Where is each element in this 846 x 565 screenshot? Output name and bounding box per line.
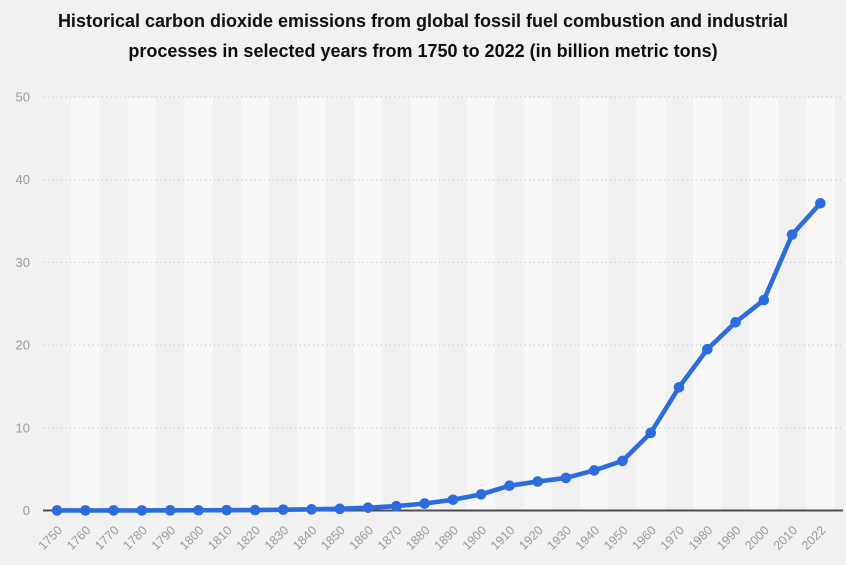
data-point[interactable] — [136, 505, 148, 516]
y-tick-label: 50 — [16, 90, 30, 105]
data-point[interactable] — [673, 381, 685, 393]
alt-band — [410, 97, 439, 510]
alt-band — [523, 97, 552, 510]
data-point[interactable] — [815, 197, 826, 209]
x-tick-label: 1760 — [64, 523, 94, 553]
x-tick-label: 2022 — [799, 523, 829, 553]
data-point[interactable] — [504, 480, 515, 491]
data-point[interactable] — [362, 502, 374, 513]
data-point[interactable] — [617, 455, 628, 467]
x-tick-label: 1840 — [290, 523, 320, 553]
data-point[interactable] — [786, 229, 798, 240]
y-tick-label: 30 — [16, 255, 30, 270]
data-point[interactable] — [193, 504, 204, 516]
x-tick-label: 1870 — [375, 523, 405, 553]
data-point[interactable] — [249, 504, 261, 516]
x-tick-label: 1940 — [573, 523, 603, 553]
chart-title-line2: processes in selected years from 1750 to… — [128, 41, 718, 61]
alt-band — [806, 97, 835, 510]
data-point[interactable] — [164, 505, 176, 516]
alt-band — [467, 97, 496, 510]
data-point[interactable] — [702, 343, 713, 355]
data-point[interactable] — [447, 494, 459, 506]
data-point[interactable] — [334, 503, 346, 515]
x-tick-label: 1830 — [262, 523, 292, 553]
x-tick-label: 1880 — [403, 523, 433, 553]
x-tick-label: 1970 — [658, 523, 688, 553]
x-tick-label: 1900 — [460, 523, 490, 553]
y-tick-label: 40 — [16, 172, 30, 187]
data-point[interactable] — [391, 500, 402, 512]
alt-band — [240, 97, 270, 510]
data-point[interactable] — [419, 498, 430, 509]
emissions-line — [54, 200, 823, 513]
data-point[interactable] — [730, 316, 741, 328]
alt-band — [184, 97, 213, 510]
data-point[interactable] — [51, 505, 63, 516]
x-tick-label: 1960 — [629, 523, 659, 553]
y-tick-label: 0 — [23, 503, 30, 518]
data-point[interactable] — [588, 465, 600, 476]
x-tick-label: 1930 — [545, 523, 575, 553]
data-point[interactable] — [277, 504, 289, 515]
y-tick-label: 10 — [16, 420, 30, 435]
x-tick-label: 1910 — [488, 523, 518, 553]
data-point[interactable] — [108, 505, 119, 516]
x-tick-label: 2010 — [771, 523, 801, 553]
alt-band — [127, 97, 157, 510]
chart-title: Historical carbon dioxide emissions from… — [0, 6, 846, 66]
data-point[interactable] — [80, 505, 91, 516]
x-tick-label: 1810 — [205, 523, 235, 553]
alt-band — [693, 97, 722, 510]
alt-band — [71, 97, 100, 510]
x-tick-label: 1820 — [234, 523, 264, 553]
y-tick-label: 20 — [16, 338, 30, 353]
data-point[interactable] — [532, 476, 543, 487]
x-tick-label: 1990 — [714, 523, 744, 553]
x-tick-label: 1890 — [431, 523, 461, 553]
x-tick-label: 1860 — [347, 523, 377, 553]
data-point[interactable] — [475, 489, 487, 500]
data-point[interactable] — [645, 427, 657, 439]
x-tick-label: 1850 — [318, 523, 348, 553]
x-tick-label: 1790 — [149, 523, 179, 553]
x-tick-label: 1780 — [120, 523, 150, 553]
alt-band — [580, 97, 609, 510]
alt-band — [353, 97, 383, 510]
alt-band — [297, 97, 326, 510]
x-tick-label: 1920 — [516, 523, 546, 553]
alt-band — [636, 97, 665, 510]
data-point[interactable] — [560, 472, 572, 484]
data-point[interactable] — [306, 504, 317, 515]
data-point[interactable] — [758, 294, 770, 306]
chart-title-line1: Historical carbon dioxide emissions from… — [57, 11, 789, 31]
x-tick-label: 1950 — [601, 523, 631, 553]
x-tick-label: 1750 — [36, 523, 66, 553]
x-tick-label: 2000 — [742, 523, 772, 553]
data-point[interactable] — [221, 504, 233, 516]
x-tick-label: 1800 — [177, 523, 207, 553]
x-tick-label: 1770 — [92, 523, 122, 553]
x-tick-label: 1980 — [686, 523, 716, 553]
